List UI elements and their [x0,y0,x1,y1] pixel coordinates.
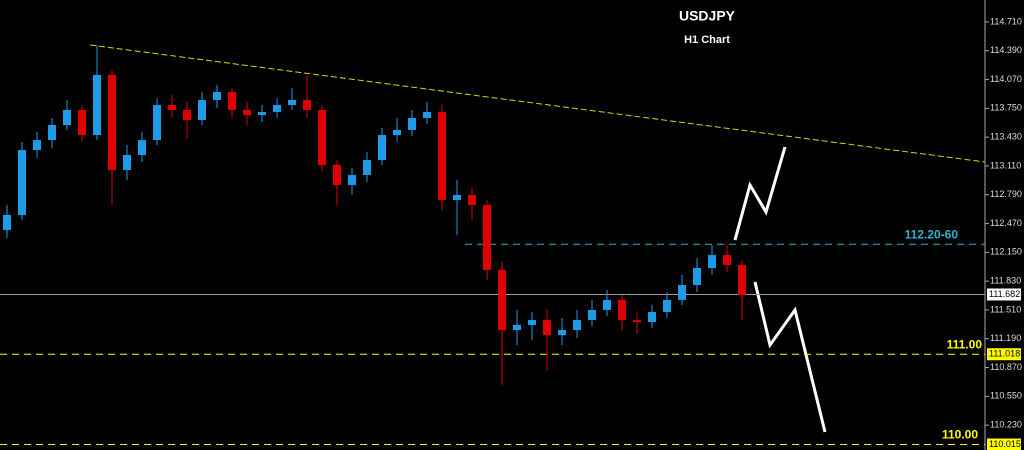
level-label: 110.00 [942,428,978,442]
candle-body [558,330,566,335]
axis-price-label: 111.018 [989,349,1020,359]
candle-body [138,140,146,155]
y-tick-label: 112.790 [990,189,1022,199]
y-tick-label: 112.470 [990,218,1022,228]
candle-body [198,99,206,120]
y-tick-label: 112.150 [990,247,1022,257]
candle-body [408,117,416,130]
candle-body [348,174,356,186]
candle-body [108,74,116,171]
candle-body [468,195,476,206]
candle-body [378,135,386,161]
candle-body [678,285,686,300]
candle-body [48,125,56,141]
candle-body [213,91,221,100]
y-tick-label: 110.230 [990,420,1022,430]
y-tick-label: 113.110 [990,160,1021,170]
y-tick-label: 111.190 [990,333,1021,343]
candle-body [123,154,131,171]
candle-body [393,129,401,135]
axis-price-box [987,348,1021,361]
candle-body [333,164,341,186]
y-tick-label: 111.510 [990,304,1021,314]
candle-body [573,320,581,331]
y-tick-label: 110.550 [990,391,1022,401]
projection-down [753,281,827,433]
candle-body [483,205,491,270]
candle-body [723,254,731,265]
y-tick-label: 114.390 [990,45,1022,55]
trendline [89,44,986,163]
y-tick-label: 110.870 [990,362,1022,372]
y-tick-label: 111.830 [990,276,1021,286]
axis-price-box [987,288,1021,301]
level-label: 112.20-60 [905,227,959,241]
axis-price-label: 110.015 [989,439,1021,449]
candle-body [243,109,251,116]
candle-body [63,109,71,126]
candle-body [33,140,41,151]
candle-body [738,264,746,296]
candle-body [453,195,461,200]
y-tick-label: 114.070 [990,74,1022,84]
candle-body [363,160,371,175]
candle-body [93,74,101,135]
candle-body [228,91,236,110]
candle-body [288,99,296,106]
chart-subtitle: H1 Chart [684,34,730,46]
y-tick-label: 113.750 [990,103,1022,113]
candle-body [513,324,521,331]
candle-body [663,299,671,313]
candle-body [648,312,656,323]
candle-body [588,309,596,321]
candle-body [3,215,11,231]
candle-body [318,109,326,165]
candle-body [498,270,506,331]
current-price-label: 111.682 [989,289,1020,299]
y-tick-label: 114.710 [990,16,1022,26]
candle-body [168,105,176,110]
candle-body [693,268,701,286]
level-label: 111.00 [947,337,983,351]
candle-body [78,109,86,135]
y-tick-label: 113.430 [990,132,1022,142]
candle-body [618,299,626,321]
candle-body [153,105,161,141]
candle-body [273,105,281,112]
axis-price-box [987,438,1021,450]
candle-body [183,109,191,120]
candle-body [528,320,536,325]
candle-body [18,150,26,216]
projection-up [733,146,787,241]
chart-title: USDJPY [679,8,736,24]
candle-body [708,254,716,269]
candle-body [258,111,266,116]
candle-body [423,111,431,118]
candle-body [438,111,446,200]
candle-body [303,99,311,110]
candle-body [633,320,641,323]
candle-body [603,299,611,310]
candle-body [543,320,551,335]
